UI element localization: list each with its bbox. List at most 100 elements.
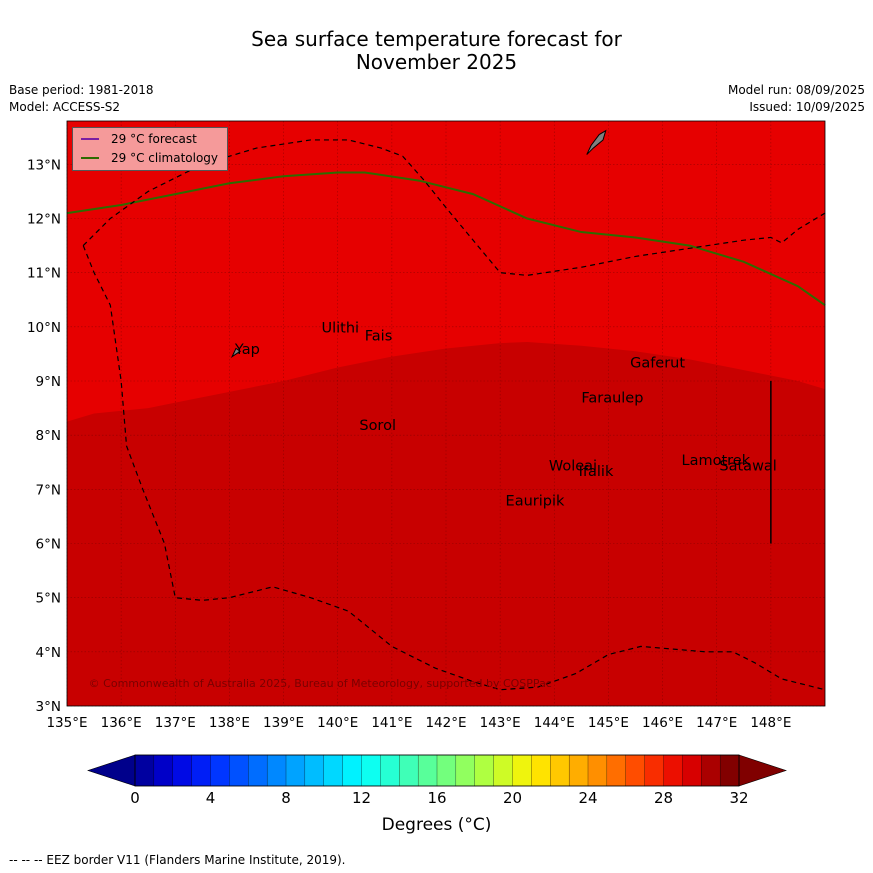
lat-tick-label: 4°N <box>36 645 61 661</box>
lon-tick-label: 148°E <box>750 715 791 731</box>
colorbar-segment <box>512 754 532 787</box>
lon-tick-label: 140°E <box>317 715 358 731</box>
eez-border-south <box>82 245 826 691</box>
meta-left: Base period: 1981-2018 Model: ACCESS-S2 <box>9 82 154 116</box>
place-label: Yap <box>234 342 260 358</box>
colorbar-label: Degrees (°C) <box>381 815 492 835</box>
title-line-1: Sea surface temperature forecast for <box>251 27 622 51</box>
colorbar-segment <box>682 754 702 787</box>
colorbar-segment <box>266 754 287 787</box>
climatology-contour <box>66 171 826 306</box>
place-label: Lamotrek <box>682 453 751 469</box>
legend-swatch-climatology <box>81 157 99 159</box>
lon-tick-label: 143°E <box>480 715 521 731</box>
yap-island <box>230 347 242 359</box>
colorbar: 0 4 8 12 16 20 24 28 32 <box>87 754 787 807</box>
lat-tick-label: 7°N <box>36 482 61 498</box>
colorbar-segment <box>474 754 495 787</box>
colorbar-segment <box>285 754 306 787</box>
place-label: Ifalik <box>579 464 614 480</box>
lat-tick-label: 5°N <box>36 591 61 607</box>
legend-label-forecast: 29 °C forecast <box>111 132 197 146</box>
colorbar-tick-label: 32 <box>729 789 748 807</box>
footer-note: -- -- -- EEZ border V11 (Flanders Marine… <box>9 853 346 867</box>
colorbar-segment <box>210 754 230 787</box>
colorbar-segment <box>719 754 740 787</box>
copyright-text: © Commonwealth of Australia 2025, Bureau… <box>89 677 552 690</box>
model-name: Model: ACCESS-S2 <box>9 100 121 114</box>
place-label: Eauripik <box>506 494 565 510</box>
lon-tick-label: 144°E <box>534 715 575 731</box>
colorbar-tick-label: 0 <box>130 789 140 807</box>
lat-tick-label: 9°N <box>36 374 61 390</box>
colorbar-segment <box>550 754 570 787</box>
lon-tick-label: 145°E <box>588 715 629 731</box>
colorbar-segment <box>568 754 589 787</box>
colorbar-segment <box>172 754 193 787</box>
map-layer: Yap Ulithi Fais Sorol Gaferut Faraulep WoleaiI… <box>27 120 826 731</box>
colorbar-over-arrow <box>738 754 787 787</box>
colorbar-segment <box>361 754 381 787</box>
colorbar-segment <box>342 754 362 787</box>
place-label: Fais <box>365 328 392 344</box>
place-label: Gaferut <box>630 355 685 371</box>
colorbar-segment <box>701 754 721 787</box>
lon-tick-label: 146°E <box>642 715 683 731</box>
map-frame <box>66 120 826 707</box>
lat-tick-label: 13°N <box>27 157 61 173</box>
colorbar-segment <box>323 754 344 787</box>
colorbar-segment <box>304 754 325 787</box>
lon-tick-label: 136°E <box>101 715 142 731</box>
legend: 29 °C forecast 29 °C climatology <box>72 127 228 171</box>
eez-border-north <box>82 139 826 276</box>
place-label: Sorol <box>359 418 396 434</box>
place-label: Ulithi <box>321 320 359 336</box>
colorbar-tick-label: 8 <box>281 789 291 807</box>
lon-tick-label: 147°E <box>696 715 737 731</box>
lat-tick-label: 11°N <box>27 266 61 282</box>
legend-item-climatology: 29 °C climatology <box>81 149 218 167</box>
colorbar-segment <box>493 754 513 787</box>
colorbar-segment <box>663 754 683 787</box>
colorbar-segment <box>417 754 438 787</box>
colorbar-segment <box>153 754 174 787</box>
colorbar-tick-label: 24 <box>578 789 597 807</box>
lat-tick-label: 3°N <box>36 699 61 715</box>
lat-tick-label: 8°N <box>36 428 61 444</box>
colorbar-tick-label: 12 <box>352 789 371 807</box>
legend-swatch-forecast <box>81 138 99 140</box>
colorbar-tick-label: 20 <box>503 789 522 807</box>
colorbar-segment <box>436 754 457 787</box>
meta-right: Model run: 08/09/2025 Issued: 10/09/2025 <box>728 82 865 116</box>
legend-label-climatology: 29 °C climatology <box>111 151 219 165</box>
lat-tick-label: 6°N <box>36 537 61 553</box>
lat-tick-label: 12°N <box>27 212 61 228</box>
colorbar-segment <box>606 754 627 787</box>
lon-tick-label: 139°E <box>263 715 304 731</box>
chart-title: Sea surface temperature forecast for Nov… <box>0 28 873 74</box>
lon-tick-label: 142°E <box>425 715 466 731</box>
model-run: Model run: 08/09/2025 <box>727 83 865 97</box>
colorbar-segment <box>380 754 400 787</box>
colorbar-frame <box>134 754 740 787</box>
issued-date: Issued: 10/09/2025 <box>749 100 865 114</box>
lon-tick-label: 138°E <box>209 715 250 731</box>
colorbar-tick-label: 4 <box>206 789 216 807</box>
colorbar-under-arrow <box>87 754 136 787</box>
place-label: Satawal <box>719 458 776 474</box>
colorbar-segment <box>625 754 646 787</box>
lon-tick-label: 135°E <box>46 715 87 731</box>
lon-tick-label: 137°E <box>155 715 196 731</box>
lon-tick-label: 141°E <box>371 715 412 731</box>
place-label: Faraulep <box>581 391 643 407</box>
guam-island <box>586 129 607 155</box>
colorbar-segment <box>229 754 249 787</box>
lat-tick-label: 10°N <box>27 320 61 336</box>
colorbar-tick-label: 28 <box>654 789 673 807</box>
colorbar-segment <box>134 754 155 787</box>
colorbar-tick-label: 16 <box>427 789 446 807</box>
colorbar-segment <box>531 754 551 787</box>
title-line-2: November 2025 <box>355 50 518 74</box>
colorbar-segment <box>248 754 268 787</box>
